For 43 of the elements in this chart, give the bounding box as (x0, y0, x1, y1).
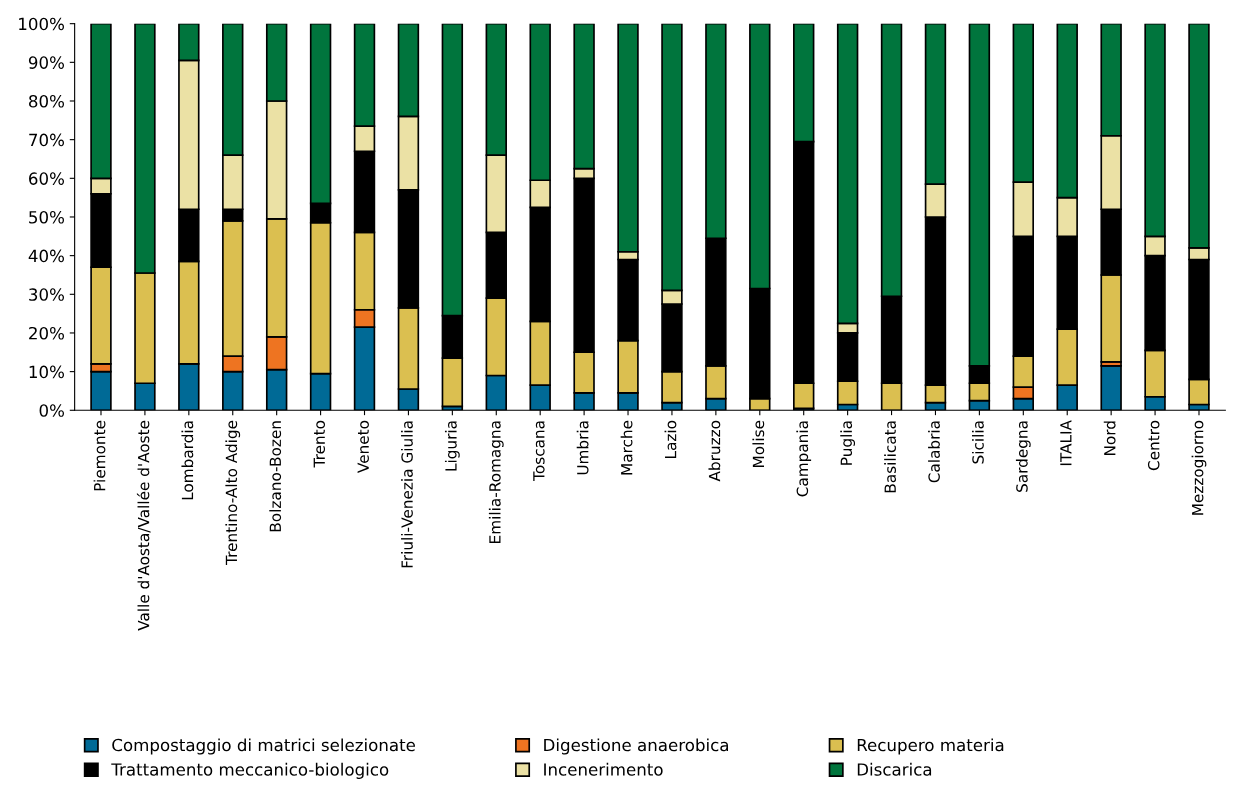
y-tick-label: 50% (29, 210, 64, 224)
x-tick-label: Nord (1103, 421, 1116, 455)
y-tick-label: 100% (19, 17, 64, 31)
legend-label: Digestione anaerobica (544, 738, 729, 755)
x-tick-label: Puglia (840, 421, 856, 465)
x-tick-label: Sardegna (1015, 421, 1031, 492)
x-tick-label: Marche (620, 420, 633, 475)
x-tick-label: Lazio (664, 420, 677, 458)
x-tick-label: Toscana (533, 421, 545, 481)
x-tick-label: Centro (1147, 420, 1160, 471)
y-tick-label: 0% (39, 404, 64, 417)
x-tick-label: Friuli-Venezia Giulia (401, 421, 413, 568)
x-tick-label: Molise (752, 420, 765, 467)
x-tick-label: ITALIA (1060, 420, 1072, 466)
y-tick-label: 80% (29, 94, 64, 108)
x-tick-label: Veneto (357, 420, 369, 473)
legend-label: Discarica (857, 762, 932, 776)
x-tick-label: Bolzano-Bozen (269, 421, 282, 532)
y-tick-label: 10% (29, 365, 64, 379)
y-tick-label: 70% (29, 133, 64, 147)
y-tick-label: 40% (28, 249, 64, 263)
legend-label: Compostaggio di matrici selezionate (112, 738, 416, 755)
x-tick-label: Liguria (444, 421, 460, 471)
x-tick-label: Valle d'Aosta/Vallée d'Aoste (136, 420, 151, 631)
y-tick-label: 60% (29, 172, 64, 185)
x-tick-label: Campania (796, 421, 812, 497)
legend-label: Recupero materia (857, 738, 1004, 755)
x-tick-label: Piemonte (93, 420, 106, 491)
x-tick-label: Mezzogiorno (1191, 420, 1207, 515)
x-tick-label: Trentino-Alto Adige (225, 420, 241, 565)
x-tick-label: Basilicata (884, 421, 896, 493)
x-tick-label: Lombardia (181, 421, 194, 500)
legend-label: Incenerimento (544, 762, 663, 776)
y-tick-label: 90% (28, 56, 64, 69)
legend-label: Trattamento meccanico-biologico (111, 762, 389, 779)
x-tick-label: Calabria (928, 421, 940, 483)
x-tick-label: Umbria (576, 421, 589, 475)
x-tick-label: Trento (313, 420, 326, 468)
y-tick-label: 30% (29, 288, 64, 301)
x-tick-label: Emilia-Romagna (488, 421, 504, 543)
x-tick-label: Abruzzo (708, 420, 721, 482)
x-tick-label: Sicilia (972, 421, 984, 464)
y-tick-label: 20% (29, 326, 64, 340)
